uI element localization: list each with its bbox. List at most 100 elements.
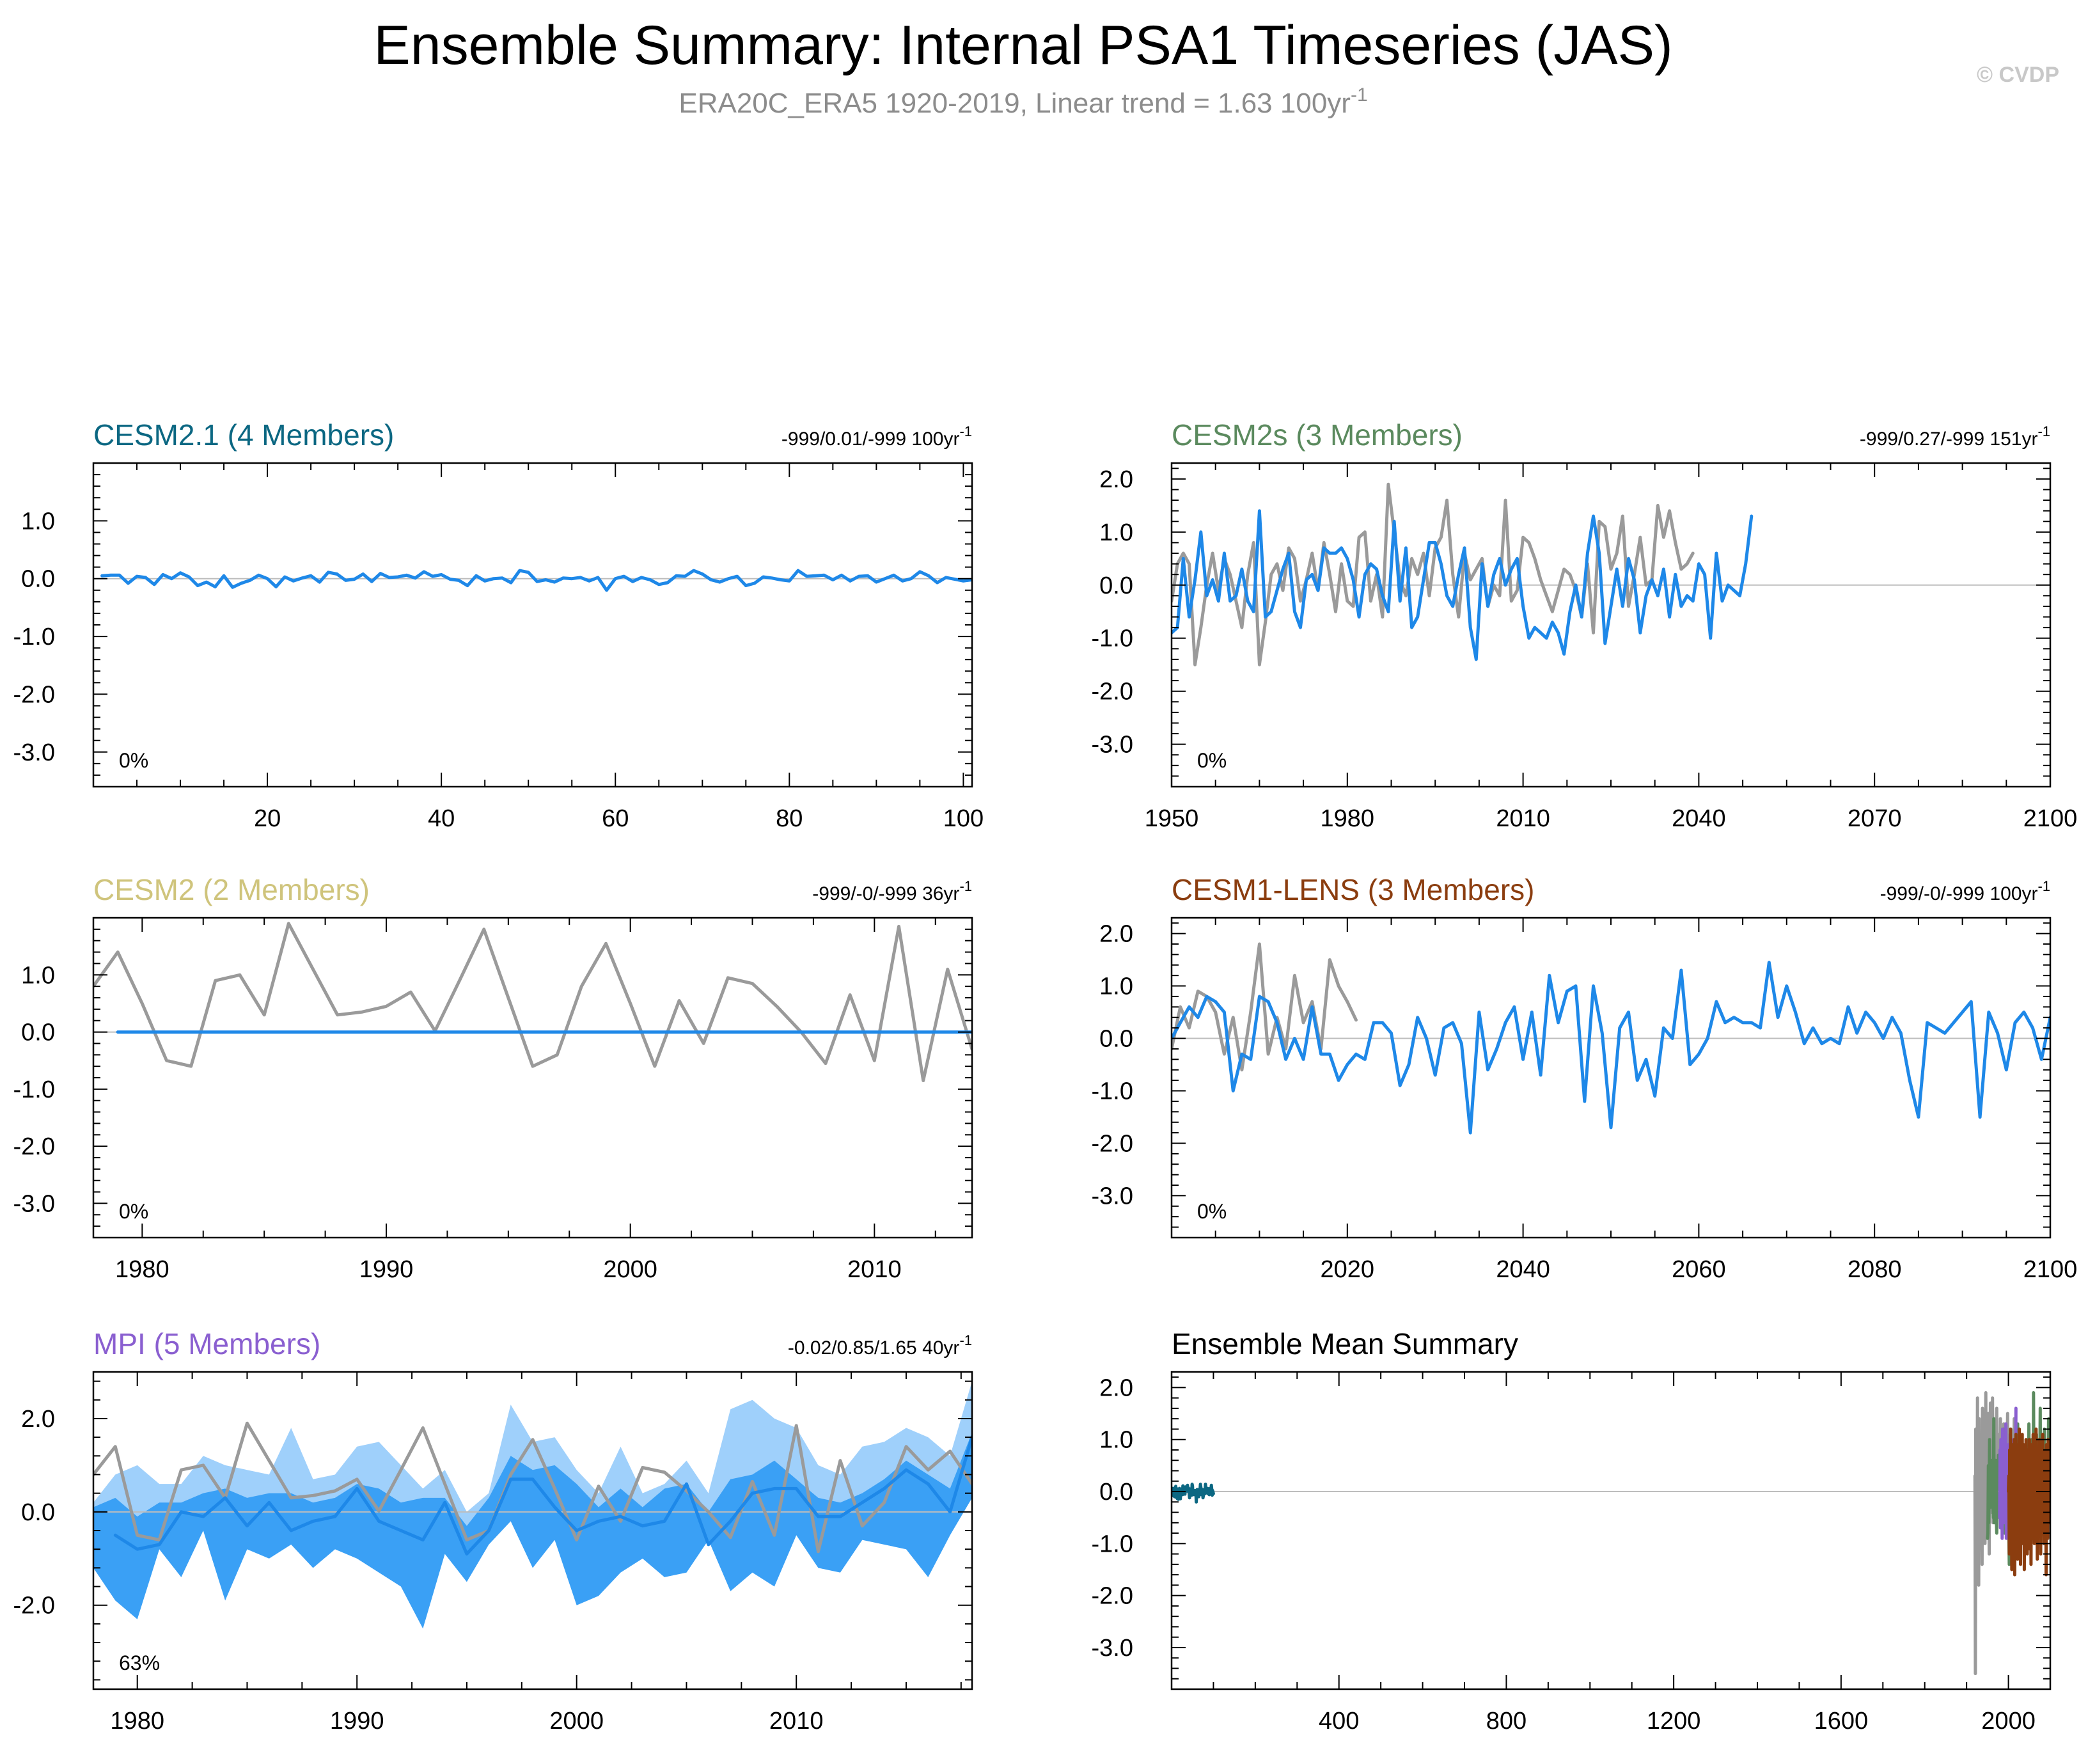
- trend-stats-value: -999/0.27/-999 151yr: [1860, 429, 2038, 450]
- trend-stats: -999/0.01/-999 100yr-1: [781, 423, 972, 450]
- x-tick-label: 2100: [2023, 1256, 2078, 1283]
- y-tick-label: -2.0: [1092, 679, 1133, 705]
- panel-cesm2s: CESM2s (3 Members) -999/0.27/-999 151yr-1…: [1092, 418, 2078, 832]
- x-tick-label: 2020: [1321, 1256, 1375, 1283]
- x-tick-label: 1980: [1321, 805, 1375, 832]
- y-tick-label: -1.0: [1092, 1531, 1133, 1557]
- percent-label: 0%: [1197, 749, 1227, 772]
- plot-frame: [1170, 917, 2052, 1239]
- x-tick-label: 2010: [1496, 805, 1550, 832]
- y-tick-label: -1.0: [13, 624, 55, 650]
- panel-title: Ensemble Mean Summary: [1172, 1327, 1518, 1360]
- figure-subtitle-main: ERA20C_ERA5 1920-2019, Linear trend = 1.…: [679, 88, 1351, 119]
- plot-area: [1172, 942, 2050, 1135]
- trend-stats-sup: -1: [959, 423, 972, 439]
- panel-mpi: MPI (5 Members) -0.02/0.85/1.65 40yr-1 198…: [13, 1327, 973, 1735]
- panel-cesm2: CESM2 (2 Members) -999/-0/-999 36yr-1 1980…: [13, 873, 973, 1283]
- percent-label: 0%: [119, 749, 148, 772]
- trend-stats: -0.02/0.85/1.65 40yr-1: [788, 1332, 972, 1358]
- series-line-era20c-era5-observed-: [1172, 482, 1695, 666]
- x-tick-label: 60: [602, 805, 629, 832]
- series-line-ensemble-mean: [1172, 509, 1754, 661]
- trend-stats-value: -999/0.01/-999 100yr: [781, 429, 960, 450]
- x-tick-label: 1950: [1145, 805, 1199, 832]
- plot-frame: [1170, 462, 2052, 788]
- y-tick-label: 0.0: [1099, 572, 1133, 599]
- panel-title: CESM1-LENS (3 Members): [1172, 873, 1534, 906]
- x-tick-label: 1980: [110, 1708, 164, 1735]
- panel-title: CESM2 (2 Members): [93, 873, 370, 906]
- series-line-ensemble-mean: [1172, 961, 2050, 1135]
- panel-cesm1lens: CESM1-LENS (3 Members) -999/-0/-999 100yr…: [1092, 873, 2078, 1283]
- y-tick-label: 0.0: [21, 1499, 55, 1526]
- y-tick-label: -3.0: [1092, 1635, 1133, 1662]
- plot-area: [93, 1381, 972, 1629]
- series-line-era20c-era5-observed-: [93, 922, 972, 1082]
- trend-stats-sup: -1: [959, 1332, 972, 1348]
- x-tick-label: 2070: [1848, 805, 1902, 832]
- y-tick-label: 1.0: [21, 508, 55, 535]
- x-tick-label: 2000: [1981, 1708, 2036, 1735]
- x-tick-label: 2010: [769, 1708, 824, 1735]
- x-tick-label: 40: [428, 805, 455, 832]
- trend-stats-value: -999/-0/-999 100yr: [1880, 883, 2038, 904]
- trend-stats: -999/-0/-999 100yr-1: [1880, 878, 2050, 904]
- x-tick-label: 2060: [1672, 1256, 1726, 1283]
- panel-cesm21: CESM2.1 (4 Members) -999/0.01/-999 100yr-…: [13, 418, 984, 832]
- y-tick-label: 1.0: [1099, 519, 1133, 546]
- y-tick-label: 0.0: [21, 1020, 55, 1046]
- x-tick-label: 2100: [2023, 805, 2078, 832]
- x-tick-label: 1600: [1814, 1708, 1869, 1735]
- x-tick-label: 2000: [603, 1256, 657, 1283]
- credit-label: © CVDP: [1977, 63, 2059, 87]
- plot-frame: [1170, 1371, 2052, 1690]
- x-tick-label: 1990: [330, 1708, 384, 1735]
- series-line-ensemble-mean: [100, 569, 972, 592]
- y-tick-label: -3.0: [13, 1190, 55, 1217]
- panels-group: CESM2.1 (4 Members) -999/0.01/-999 100yr-…: [13, 418, 2078, 1735]
- plot-area: [93, 922, 972, 1082]
- percent-label: 63%: [119, 1651, 160, 1674]
- y-tick-label: -2.0: [13, 1133, 55, 1160]
- x-tick-label: 20: [254, 805, 281, 832]
- x-tick-label: 2040: [1496, 1256, 1550, 1283]
- x-tick-label: 400: [1319, 1708, 1359, 1735]
- y-tick-label: -3.0: [1092, 732, 1133, 759]
- y-tick-label: -1.0: [1092, 626, 1133, 652]
- y-tick-label: 1.0: [1099, 973, 1133, 1000]
- x-tick-label: 100: [943, 805, 984, 832]
- y-tick-label: -2.0: [1092, 1130, 1133, 1157]
- y-tick-label: 0.0: [1099, 1479, 1133, 1506]
- percent-label: 0%: [1197, 1200, 1227, 1223]
- x-tick-label: 1980: [115, 1256, 169, 1283]
- trend-stats-sup: -1: [2037, 423, 2050, 439]
- figure-subtitle: ERA20C_ERA5 1920-2019, Linear trend = 1.…: [679, 84, 1367, 119]
- y-tick-label: -2.0: [1092, 1583, 1133, 1610]
- trend-stats: -999/-0/-999 36yr-1: [812, 878, 972, 904]
- percent-label: 0%: [119, 1200, 148, 1223]
- trend-stats-sup: -1: [2037, 878, 2050, 894]
- y-tick-label: -2.0: [13, 681, 55, 708]
- series-line-era20c-era5-observed-: [1172, 942, 1358, 1072]
- y-tick-label: -1.0: [1092, 1078, 1133, 1105]
- y-tick-label: 1.0: [21, 962, 55, 989]
- y-tick-label: 0.0: [21, 566, 55, 593]
- x-tick-label: 2080: [1848, 1256, 1902, 1283]
- x-tick-label: 1200: [1647, 1708, 1701, 1735]
- series-line-ensemble-mean: [113, 1435, 972, 1555]
- y-tick-label: -2.0: [13, 1593, 55, 1619]
- plot-area: [1172, 482, 2050, 666]
- panel-title: MPI (5 Members): [93, 1327, 320, 1360]
- trend-stats-value: -0.02/0.85/1.65 40yr: [788, 1337, 960, 1358]
- series-line-era20c-era5-observed-: [93, 1421, 972, 1554]
- trend-stats-value: -999/-0/-999 36yr: [812, 883, 959, 904]
- y-tick-label: 2.0: [1099, 1374, 1133, 1401]
- y-tick-label: -3.0: [13, 739, 55, 766]
- plot-frame: [92, 917, 973, 1239]
- figure-title: Ensemble Summary: Internal PSA1 Timeseri…: [373, 15, 1672, 76]
- plot-frame: [92, 462, 973, 788]
- panel-title: CESM2s (3 Members): [1172, 418, 1463, 452]
- y-tick-label: 1.0: [1099, 1427, 1133, 1454]
- x-tick-label: 2040: [1672, 805, 1726, 832]
